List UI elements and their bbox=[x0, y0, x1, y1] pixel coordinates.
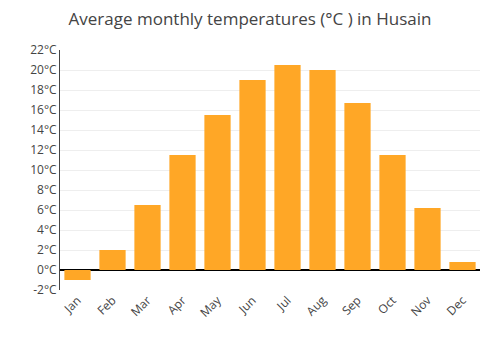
svg-text:0°C: 0°C bbox=[37, 261, 57, 278]
svg-text:Apr: Apr bbox=[164, 292, 190, 318]
svg-text:Dec: Dec bbox=[443, 292, 470, 319]
svg-text:Jun: Jun bbox=[234, 292, 259, 317]
svg-text:Mar: Mar bbox=[127, 292, 155, 320]
svg-text:Jan: Jan bbox=[60, 292, 85, 317]
svg-text:Feb: Feb bbox=[93, 292, 119, 318]
svg-text:-2°C: -2°C bbox=[33, 281, 57, 298]
svg-text:Jul: Jul bbox=[272, 292, 294, 314]
svg-text:10°C: 10°C bbox=[30, 161, 57, 178]
svg-text:Aug: Aug bbox=[302, 292, 330, 320]
svg-text:Nov: Nov bbox=[407, 292, 435, 320]
svg-text:12°C: 12°C bbox=[30, 141, 57, 158]
svg-text:4°C: 4°C bbox=[37, 221, 57, 238]
svg-text:18°C: 18°C bbox=[30, 81, 57, 98]
svg-text:6°C: 6°C bbox=[37, 201, 57, 218]
svg-text:Sep: Sep bbox=[338, 292, 365, 319]
svg-text:2°C: 2°C bbox=[37, 241, 57, 258]
svg-text:14°C: 14°C bbox=[30, 121, 57, 138]
svg-text:May: May bbox=[196, 291, 225, 320]
svg-text:16°C: 16°C bbox=[30, 101, 57, 118]
svg-text:Average monthly temperatures (: Average monthly temperatures (°C ) in Hu… bbox=[69, 7, 432, 30]
svg-text:Oct: Oct bbox=[374, 292, 400, 318]
svg-text:20°C: 20°C bbox=[30, 61, 57, 78]
svg-text:8°C: 8°C bbox=[37, 181, 57, 198]
svg-text:22°C: 22°C bbox=[30, 41, 57, 58]
